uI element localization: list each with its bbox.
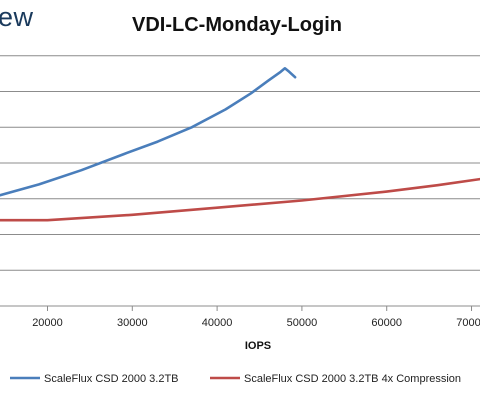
x-tick-label: 70000 — [456, 317, 480, 329]
x-tick-label: 60000 — [371, 317, 402, 329]
x-axis-title: IOPS — [245, 340, 271, 352]
x-tick-label: 40000 — [202, 317, 233, 329]
legend: ScaleFlux CSD 2000 3.2TB ScaleFlux CSD 20… — [10, 373, 461, 385]
chart-title: VDI-LC-Monday-Login — [132, 14, 342, 36]
x-tick-label: 20000 — [32, 317, 63, 329]
series-line-1 — [0, 67, 297, 197]
series-lines — [0, 67, 480, 222]
legend-label-2: ScaleFlux CSD 2000 3.2TB 4x Compression — [244, 373, 461, 385]
x-tick-labels: 20000 30000 40000 50000 60000 70000 — [32, 306, 480, 329]
legend-label-1: ScaleFlux CSD 2000 3.2TB — [44, 373, 179, 385]
logo-fragment: ew — [0, 2, 34, 32]
series-line-2 — [0, 177, 480, 222]
x-tick-label: 30000 — [117, 317, 148, 329]
grid-lines — [0, 55, 480, 271]
x-tick-label: 50000 — [287, 317, 318, 329]
